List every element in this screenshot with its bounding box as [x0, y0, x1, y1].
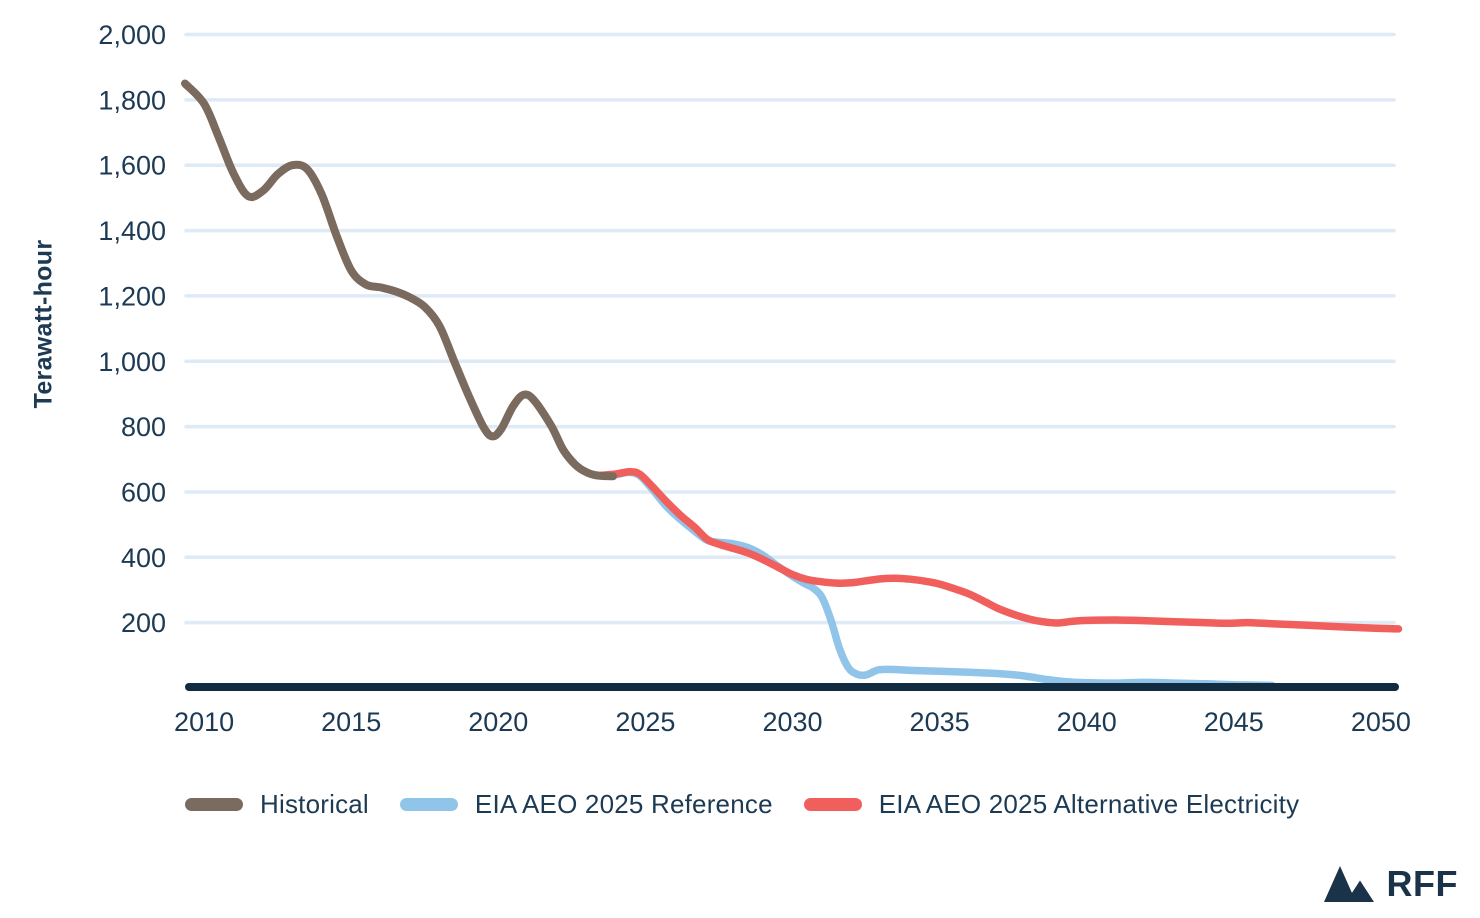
x-tick-label: 2030 [762, 707, 822, 737]
legend-label-alternative: EIA AEO 2025 Alternative Electricity [878, 789, 1300, 819]
x-axis-tick-labels: 2010 2015 2020 2025 2030 2035 2040 2045 2050 [174, 707, 1411, 737]
rff-logo: RFF [1323, 863, 1458, 904]
y-tick-label: 1,000 [98, 347, 166, 377]
legend-swatch-reference-icon [399, 798, 458, 811]
legend-label-historical: Historical [260, 789, 369, 819]
x-tick-label: 2040 [1057, 707, 1117, 737]
y-tick-label: 2,000 [98, 20, 166, 50]
series-line-eia-aeo-2025-reference [594, 468, 1276, 690]
y-tick-label: 1,400 [98, 216, 166, 246]
gridlines [184, 32, 1396, 625]
x-tick-label: 2045 [1204, 707, 1264, 737]
x-tick-label: 2020 [468, 707, 528, 737]
x-tick-label: 2010 [174, 707, 234, 737]
x-tick-label: 2025 [615, 707, 675, 737]
x-tick-label: 2050 [1351, 707, 1411, 737]
legend-label-reference: EIA AEO 2025 Reference [474, 789, 773, 819]
legend-item-historical: Historical [185, 789, 369, 820]
y-axis-title: Terawatt-hour [29, 239, 58, 409]
y-tick-label: 1,200 [98, 281, 166, 311]
series-line-historical [181, 79, 617, 481]
y-tick-label: 200 [121, 608, 166, 638]
rff-mountain-icon [1323, 866, 1374, 902]
legend-item-alternative: EIA AEO 2025 Alternative Electricity [803, 789, 1300, 820]
y-axis-tick-labels: 200 400 600 800 1,000 1,200 1,400 1,600 1,800 2,0… [98, 20, 166, 638]
legend-swatch-historical-icon [185, 798, 243, 811]
x-tick-label: 2035 [910, 707, 970, 737]
y-tick-label: 400 [121, 543, 166, 573]
y-tick-label: 800 [121, 412, 166, 442]
legend: Historical EIA AEO 2025 Reference EIA AE… [185, 789, 1299, 820]
y-tick-label: 600 [121, 478, 166, 508]
x-tick-label: 2015 [321, 707, 381, 737]
series-line-eia-aeo-2025-alternative-electricity [594, 467, 1403, 633]
legend-swatch-alternative-icon [803, 798, 862, 811]
rff-logo-text: RFF [1386, 863, 1458, 904]
y-tick-label: 1,800 [98, 85, 166, 115]
legend-item-reference: EIA AEO 2025 Reference [399, 789, 773, 820]
y-tick-label: 1,600 [98, 151, 166, 181]
